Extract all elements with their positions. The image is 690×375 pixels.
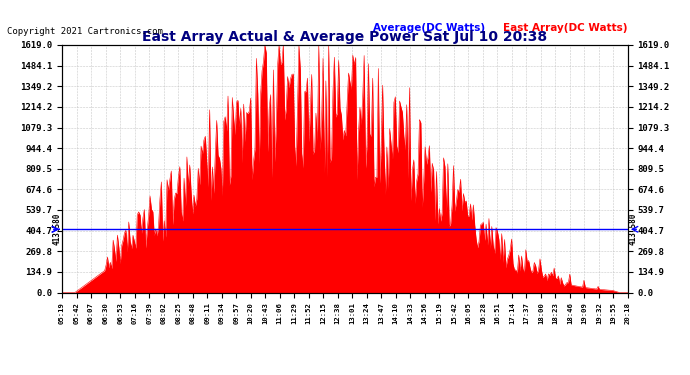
Text: East Array(DC Watts): East Array(DC Watts): [504, 23, 628, 33]
Title: East Array Actual & Average Power Sat Jul 10 20:38: East Array Actual & Average Power Sat Ju…: [142, 30, 548, 44]
Text: Average(DC Watts): Average(DC Watts): [373, 23, 485, 33]
Text: 413.580: 413.580: [629, 213, 638, 246]
Text: 413.580: 413.580: [52, 213, 61, 246]
Text: Copyright 2021 Cartronics.com: Copyright 2021 Cartronics.com: [7, 27, 163, 36]
